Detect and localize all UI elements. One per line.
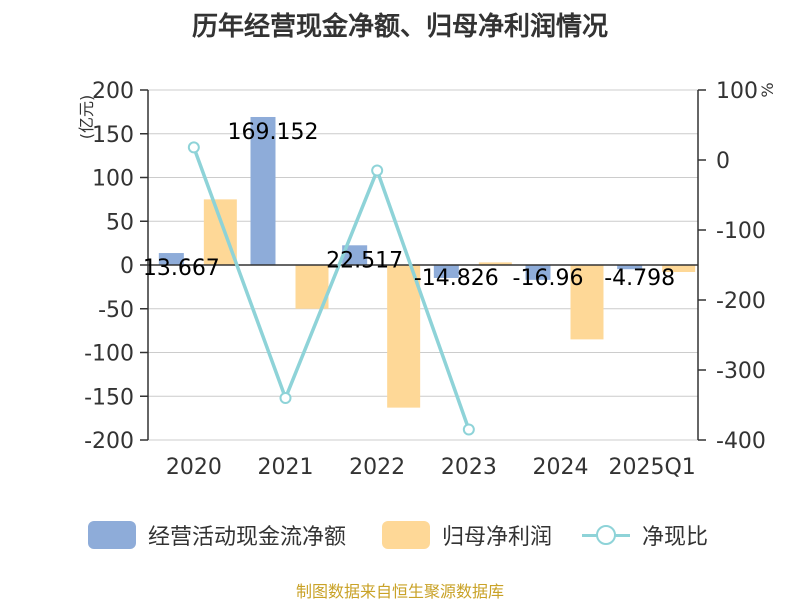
point-ratio <box>279 392 292 404</box>
data-label-cashflow: -14.826 <box>414 266 499 291</box>
y-left-tick-label: 100 <box>92 167 134 192</box>
legend-item-cashflow[interactable]: 经营活动现金流净额 <box>88 518 346 552</box>
bar-cashflow <box>158 253 184 265</box>
data-label-cashflow: 169.152 <box>228 120 319 145</box>
legend-swatch-ratio <box>582 521 630 549</box>
y-right-tick-label: -200 <box>716 289 766 314</box>
y-left-tick-label: -100 <box>84 342 134 367</box>
y-left-tick-label: -150 <box>84 385 134 410</box>
y-right-tick-label: -400 <box>716 429 766 454</box>
gridlines <box>148 89 698 441</box>
legend-label-cashflow: 经营活动现金流净额 <box>148 525 347 550</box>
source-note: 制图数据来自恒生聚源数据库 <box>295 582 504 601</box>
legend: 经营活动现金流净额 归母净利润 净现比 <box>0 518 800 552</box>
bar-cashflow <box>525 265 551 280</box>
legend-swatch-netprofit <box>382 521 430 549</box>
data-label-cashflow: 13.667 <box>143 256 220 281</box>
y-right-tick-label: -300 <box>716 359 766 384</box>
x-tick-label: 2020 <box>166 455 222 480</box>
x-tick-label: 2025Q1 <box>609 455 696 480</box>
point-ratio <box>462 423 475 436</box>
bar-cashflow <box>250 116 276 265</box>
y-right-tick-label: 100 <box>716 79 758 104</box>
y-left-tick-label: 150 <box>92 123 134 148</box>
data-label-cashflow: 22.517 <box>326 248 403 273</box>
legend-label-ratio: 净现比 <box>642 525 709 550</box>
legend-item-ratio[interactable]: 净现比 <box>582 518 708 552</box>
bar-cashflow <box>433 265 459 278</box>
x-tick-label: 2024 <box>533 455 589 480</box>
bar-netprofit <box>478 262 512 265</box>
x-tick-label: 2022 <box>349 455 405 480</box>
point-ratio <box>371 164 384 177</box>
legend-item-netprofit[interactable]: 归母净利润 <box>382 518 552 552</box>
x-tick-label: 2023 <box>441 455 497 480</box>
bar-netprofit <box>662 265 696 272</box>
legend-swatch-cashflow <box>88 521 136 549</box>
y-left-tick-label: 0 <box>120 254 134 279</box>
chart-title: 历年经营现金净额、归母净利润情况 <box>191 12 608 42</box>
line-series <box>187 141 475 436</box>
y-right-axis-label: % <box>758 82 777 97</box>
data-label-cashflow: -4.798 <box>604 266 675 291</box>
bar-cashflow <box>617 265 643 270</box>
y-left-tick-label: -200 <box>84 429 134 454</box>
y-left-tick-label: 50 <box>106 210 134 235</box>
y-right-tick-label: 0 <box>716 149 730 174</box>
bar-netprofit <box>387 265 421 408</box>
bar-netprofit <box>570 265 604 340</box>
legend-label-netprofit: 归母净利润 <box>442 525 553 550</box>
tick-labels: 200 150 100 50 0 -50 -100 -150 -200 100 0 -100 -200 -… <box>77 79 777 480</box>
y-left-axis-label: (亿元) <box>77 95 96 140</box>
bar-cashflow <box>342 245 368 265</box>
y-left-tick-label: -50 <box>98 298 134 323</box>
line-ratio <box>192 146 471 431</box>
point-ratio <box>187 141 200 154</box>
x-tick-label: 2021 <box>258 455 314 480</box>
bar-series <box>158 116 696 408</box>
data-label-cashflow: -16.96 <box>513 266 584 291</box>
data-labels: 13.667 169.152 22.517 -14.826 -16.96 -4.798 <box>143 120 675 291</box>
axes <box>140 89 706 441</box>
y-right-tick-label: -100 <box>716 219 766 244</box>
y-left-tick-label: 200 <box>92 79 134 104</box>
